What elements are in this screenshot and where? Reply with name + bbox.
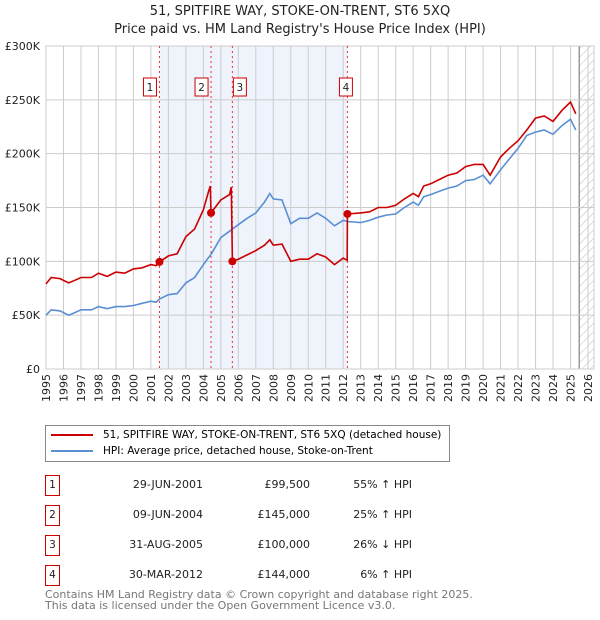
legend-item-hpi: HPI: Average price, detached house, Stok… (51, 445, 373, 457)
x-tick-label: 2009 (285, 374, 298, 402)
x-tick-label: 2014 (372, 374, 385, 402)
chart-title: 51, SPITFIRE WAY, STOKE-ON-TRENT, ST6 5X… (149, 4, 451, 19)
sale-label-border (232, 77, 247, 97)
footer-licence: This data is licensed under the Open Gov… (45, 598, 396, 612)
transaction-number: 4 (45, 565, 60, 586)
y-tick-label: £0 (26, 363, 40, 376)
x-tick-label: 2011 (320, 374, 333, 402)
transaction-hpi-change: 26% ↓ HPI (353, 538, 412, 551)
x-tick-label: 2002 (162, 374, 175, 402)
x-tick-label: 1996 (57, 374, 70, 402)
sale-point (155, 257, 164, 266)
sale-label-number: 2 (198, 82, 205, 94)
chart-subtitle: Price paid vs. HM Land Registry's House … (114, 22, 486, 37)
y-tick-label: £200K (5, 148, 41, 161)
legend-label: 51, SPITFIRE WAY, STOKE-ON-TRENT, ST6 5X… (103, 429, 442, 441)
x-tick-label: 2001 (145, 374, 158, 402)
y-tick-label: £250K (5, 94, 41, 107)
transaction-price: £99,500 (264, 478, 311, 491)
sale-label-number: 4 (343, 82, 350, 94)
transaction-hpi-change: 55% ↑ HPI (353, 478, 412, 491)
sale-label-number: 3 (237, 82, 244, 94)
x-tick-label: 2017 (425, 374, 438, 402)
y-tick-label: £50K (12, 309, 41, 322)
x-tick-label: 2022 (512, 374, 525, 402)
x-tick-label: 2019 (460, 374, 473, 402)
x-tick-label: 2008 (267, 374, 280, 402)
transaction-price: £144,000 (257, 568, 311, 581)
x-tick-label: 2023 (530, 374, 543, 402)
sale-point (343, 209, 352, 218)
transaction-hpi-change: 6% ↑ HPI (360, 568, 412, 581)
transaction-date: 29-JUN-2001 (132, 478, 203, 491)
x-tick-label: 2013 (355, 374, 368, 402)
price-chart: 1995 1996 1997 1998 1999 2000 2001 2002 2003 2004… (5, 40, 595, 402)
transaction-price: £100,000 (257, 538, 311, 551)
footer-copyright: Contains HM Land Registry data © Crown c… (45, 588, 473, 601)
sale-label-box: 1 (142, 77, 157, 97)
x-tick-label: 2025 (565, 374, 578, 402)
transaction-number: 3 (45, 535, 60, 556)
x-tick-label: 2021 (495, 374, 508, 402)
sale-label-box: 2 (194, 77, 209, 97)
sale-point (228, 257, 237, 266)
transaction-price: £145,000 (257, 508, 311, 521)
transaction-row: 2 09-JUN-2004 £145,000 25% ↑ HPI (45, 505, 412, 526)
x-tick-label: 2012 (337, 374, 350, 402)
x-tick-label: 2024 (547, 374, 560, 402)
transaction-hpi-change: 25% ↑ HPI (353, 508, 412, 521)
sale-label-border (194, 77, 209, 97)
y-tick-label: £150K (5, 202, 41, 215)
sale-label-box: 4 (338, 77, 353, 97)
x-tick-label: 1997 (75, 374, 88, 402)
hpi-line (45, 117, 577, 317)
x-tick-label: 1999 (110, 374, 123, 402)
x-tick-label: 2026 (582, 374, 595, 402)
legend-swatch-blue (51, 450, 93, 452)
sale-point (207, 208, 216, 217)
x-tick-label: 2010 (302, 374, 315, 402)
transaction-row: 3 31-AUG-2005 £100,000 26% ↓ HPI (45, 535, 412, 556)
transaction-number: 1 (45, 475, 60, 496)
sale-label-border (338, 77, 353, 97)
footer: Contains HM Land Registry data © Crown c… (45, 588, 473, 612)
transaction-date: 30-MAR-2012 (128, 568, 203, 581)
legend-swatch-red (51, 434, 93, 436)
sale-label-box: 3 (232, 77, 247, 97)
x-tick-label: 2005 (215, 374, 228, 402)
x-tick-label: 2018 (442, 374, 455, 402)
legend-label: HPI: Average price, detached house, Stok… (103, 445, 373, 457)
legend: 51, SPITFIRE WAY, STOKE-ON-TRENT, ST6 5X… (45, 425, 450, 462)
transaction-number: 2 (45, 505, 60, 526)
transaction-row: 4 30-MAR-2012 £144,000 6% ↑ HPI (45, 565, 412, 586)
transaction-date: 09-JUN-2004 (132, 508, 203, 521)
property-price-line (45, 100, 577, 285)
x-tick-label: 1998 (92, 374, 105, 402)
x-tick-label: 2020 (477, 374, 490, 402)
x-tick-label: 2015 (390, 374, 403, 402)
legend-item-property: 51, SPITFIRE WAY, STOKE-ON-TRENT, ST6 5X… (51, 429, 441, 441)
x-tick-label: 2003 (180, 374, 193, 402)
transaction-date: 31-AUG-2005 (129, 538, 203, 551)
sale-label-border (142, 77, 157, 97)
x-tick-label: 2000 (127, 374, 140, 402)
plot-border (45, 45, 595, 370)
x-tick-label: 2016 (407, 374, 420, 402)
y-tick-label: £100K (5, 255, 41, 268)
sale-label-number: 1 (147, 82, 154, 94)
transaction-row: 1 29-JUN-2001 £99,500 55% ↑ HPI (45, 475, 412, 496)
x-tick-label: 1995 (40, 374, 53, 402)
y-tick-label: £300K (5, 40, 41, 53)
x-tick-label: 2006 (232, 374, 245, 402)
x-tick-label: 2004 (197, 374, 210, 402)
x-tick-label: 2007 (250, 374, 263, 402)
